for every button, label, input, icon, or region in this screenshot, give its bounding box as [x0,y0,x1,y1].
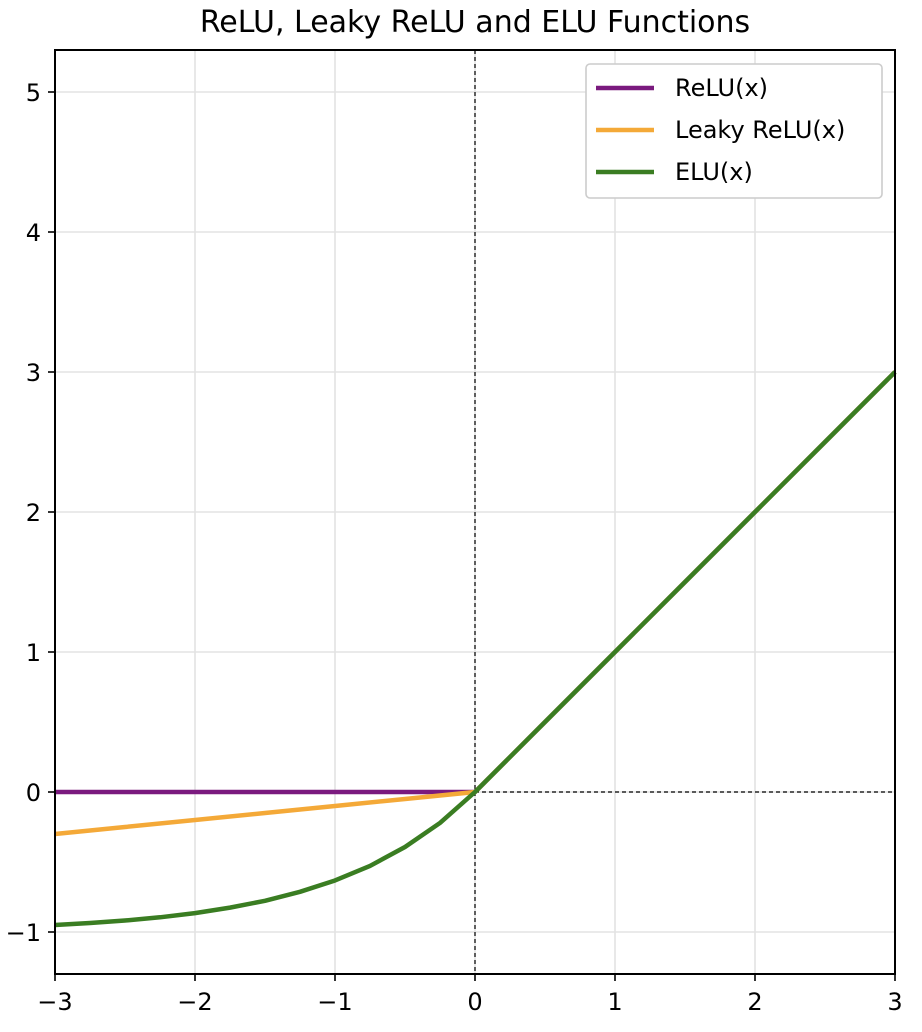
series-line-elu-x [54,370,897,928]
x-tick-label-3: 0 [467,988,482,1016]
y-tick-label-0: −1 [6,919,41,947]
y-tick-label-6: 5 [26,79,41,107]
x-tick-label-0: −3 [37,988,72,1016]
legend-label-1: Leaky ReLU(x) [675,116,845,144]
y-tick-label-1: 0 [26,779,41,807]
x-tick-label-4: 1 [607,988,622,1016]
x-tick-label-5: 2 [747,988,762,1016]
y-tick-label-5: 4 [26,219,41,247]
x-tick-label-6: 3 [887,988,902,1016]
legend: ReLU(x) Leaky ReLU(x) ELU(x) [585,63,883,199]
legend-label-2: ELU(x) [675,158,753,186]
x-tick-label-1: −2 [177,988,212,1016]
legend-box [585,63,883,199]
legend-label-0: ReLU(x) [675,74,768,102]
y-tick-label-3: 2 [26,499,41,527]
ticks-layer: −3 −2 −1 0 1 2 3 −1 0 1 2 3 4 5 [6,79,903,1016]
y-tick-label-2: 1 [26,639,41,667]
y-tick-label-4: 3 [26,359,41,387]
series-layer [54,370,897,928]
x-tick-label-2: −1 [317,988,352,1016]
chart-title: ReLU, Leaky ReLU and ELU Functions [200,5,750,40]
